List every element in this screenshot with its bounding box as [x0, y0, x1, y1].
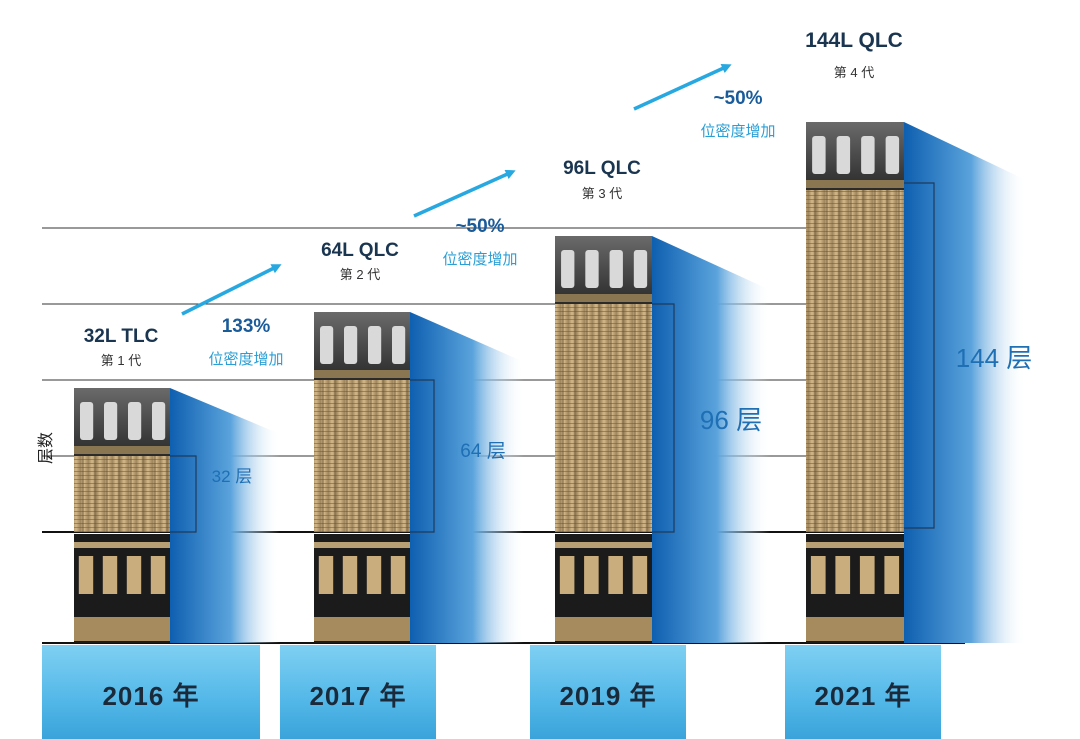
stack-base-rail [806, 542, 904, 548]
stack-cap-pillar [561, 250, 575, 288]
stack-cap-pillar [368, 326, 382, 364]
growth-text: 位密度增加 [442, 251, 518, 268]
stack-base-transistor [632, 556, 648, 594]
layer-count-label: 96 层 [699, 405, 763, 435]
growth-text: 位密度增加 [208, 351, 284, 368]
stack-base-transistor [78, 556, 94, 594]
growth-text: 位密度增加 [700, 123, 776, 140]
gen-title: 96L QLC [563, 158, 641, 179]
stack-base-transistor [584, 556, 599, 594]
year-label: 2021 年 [814, 681, 912, 711]
stack-cap-pillar [885, 136, 900, 174]
year-label: 2016 年 [102, 681, 200, 711]
stack-base-substrate [806, 617, 904, 641]
stack-base-rail [314, 542, 410, 548]
stack-cap-pillar [152, 402, 166, 440]
layer-count-label: 144 层 [955, 343, 1033, 373]
stack-cap-pillar [812, 136, 826, 174]
year-label: 2019 年 [559, 681, 657, 711]
growth-arrow-2 [413, 169, 516, 218]
year-band-1 [42, 645, 260, 739]
gen-subtitle: 第 2 代 [339, 267, 381, 282]
stack-cap-contact-row [314, 370, 410, 378]
stack-cap-pillar [633, 250, 648, 288]
stack-base-rail [74, 542, 170, 548]
stack-layer-columns [314, 380, 410, 532]
year-band-4 [785, 645, 941, 739]
stack-cap-pillar [320, 326, 334, 364]
stack-base-transistor [102, 556, 118, 594]
growth-percent: ~50% [455, 216, 505, 237]
stack-cap-pillar [392, 326, 406, 364]
year-band-3 [530, 645, 686, 739]
stack-side-panel [652, 236, 770, 643]
stack-cap-pillar [836, 136, 851, 174]
stack-base-substrate [74, 617, 170, 641]
stack-cap-pillar [585, 250, 599, 288]
stack-layer-columns [806, 190, 904, 532]
stack-layer-columns [555, 304, 652, 532]
stack-base-transistor [150, 556, 166, 594]
layer-brackets [170, 182, 935, 533]
stack-base-transistor [390, 556, 406, 594]
gen-title: 64L QLC [321, 240, 399, 261]
growth-arrow-3 [633, 63, 732, 111]
growth-percent: 133% [221, 316, 271, 337]
layer-bracket-2 [410, 379, 435, 533]
stack-layer-columns [74, 456, 170, 532]
stack-base-substrate [314, 617, 410, 641]
year-band-2 [280, 645, 436, 739]
gen-subtitle: 第 4 代 [833, 65, 875, 80]
stack-cap-pillar [128, 402, 142, 440]
stack-base-transistor [318, 556, 334, 594]
layer-count-label: 64 层 [460, 441, 506, 462]
stack-cap-pillar [609, 250, 623, 288]
stack-base-rail [555, 542, 652, 548]
gen-subtitle: 第 1 代 [100, 353, 142, 368]
stack-cap-pillar [80, 402, 94, 440]
gen-subtitle: 第 3 代 [581, 186, 623, 201]
stack-cap-contact-row [806, 180, 904, 188]
stack-base-transistor [342, 556, 358, 594]
gen-title: 32L TLC [83, 326, 159, 347]
stack-base-substrate [555, 617, 652, 641]
stack-base-transistor [366, 556, 382, 594]
stacks-group [74, 122, 1026, 643]
stack-base-transistor [884, 556, 900, 594]
stack-side-panel [170, 388, 280, 643]
stack-base-transistor [810, 556, 826, 594]
growth-arrows [181, 63, 732, 316]
year-label: 2017 年 [309, 681, 407, 711]
growth-percent: ~50% [713, 88, 763, 109]
stack-cap-pillar [104, 402, 118, 440]
layer-count-label: 32 层 [211, 467, 253, 486]
y-axis-label: 层数 [38, 432, 55, 465]
stack-side-panel [410, 312, 524, 643]
layer-bracket-4 [904, 182, 935, 529]
stack-base-transistor [859, 556, 875, 594]
stack-base-transistor [126, 556, 142, 594]
stack-cap-contact-row [74, 446, 170, 454]
stack-cap-pillar [861, 136, 875, 174]
gen-title: 144L QLC [805, 29, 903, 52]
stack-base-transistor [559, 556, 575, 594]
layer-bracket-1 [170, 455, 197, 533]
layer-bracket-3 [652, 303, 675, 533]
stack-cap-contact-row [555, 294, 652, 302]
stack-cap-pillar [344, 326, 358, 364]
year-bands [42, 645, 941, 739]
growth-arrow-1 [181, 264, 282, 316]
stack-base-transistor [608, 556, 623, 594]
stack-base-transistor [835, 556, 851, 594]
stack-side-panel [904, 122, 1026, 643]
